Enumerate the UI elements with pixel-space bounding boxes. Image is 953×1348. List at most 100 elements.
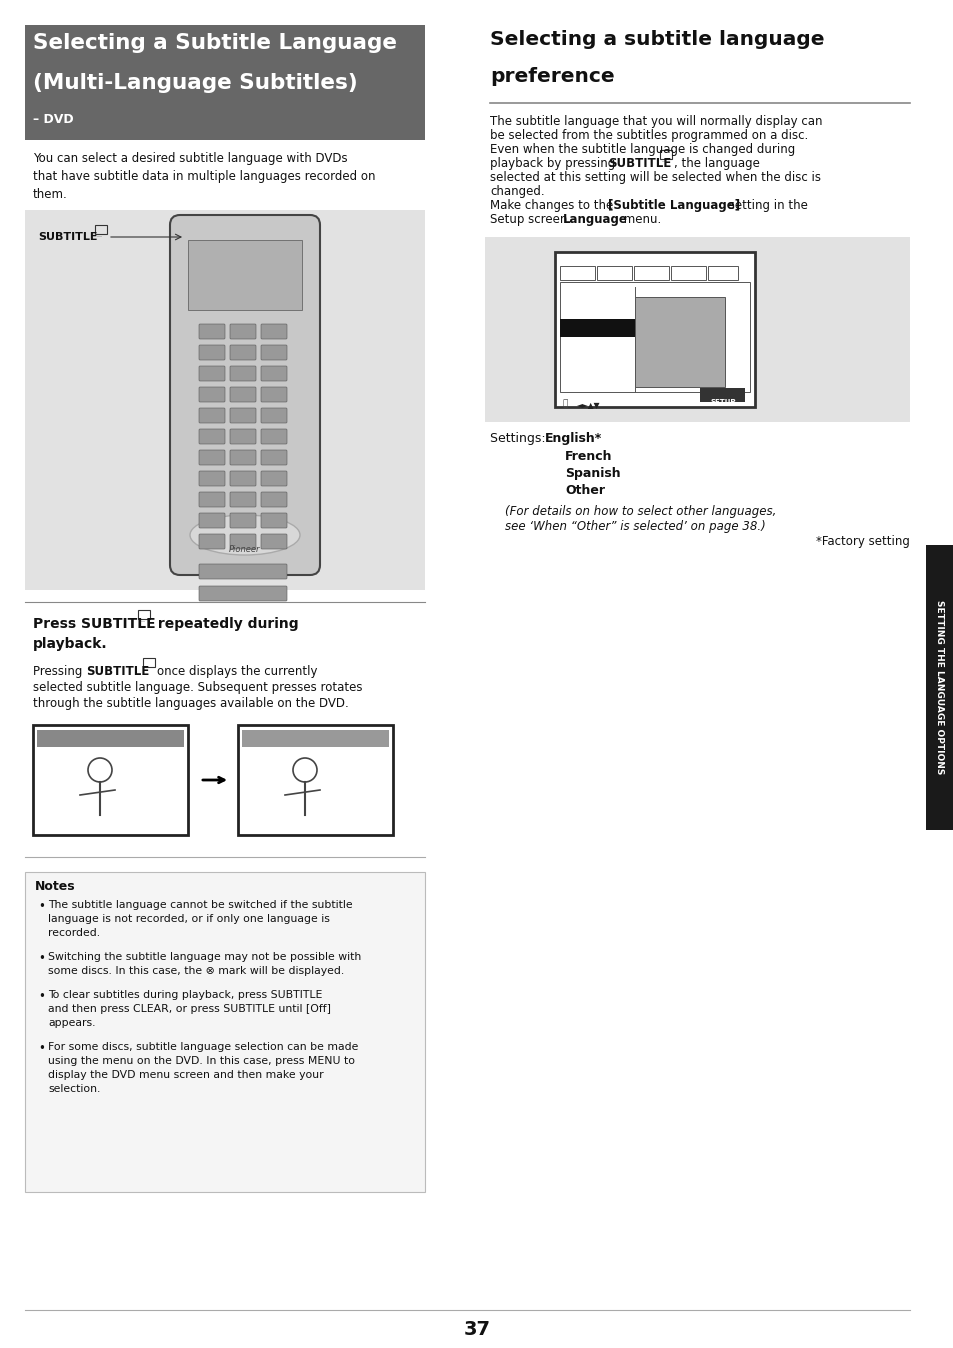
Text: changed.: changed. — [490, 185, 544, 198]
Text: playback.: playback. — [33, 638, 108, 651]
FancyBboxPatch shape — [199, 324, 225, 338]
Text: Settings:: Settings: — [490, 431, 549, 445]
Text: *Factory setting: *Factory setting — [815, 535, 909, 549]
Text: French: French — [564, 450, 612, 462]
Text: selected subtitle language. Subsequent presses rotates: selected subtitle language. Subsequent p… — [33, 681, 362, 694]
FancyBboxPatch shape — [199, 492, 225, 507]
Text: recorded.: recorded. — [48, 927, 100, 938]
Text: •: • — [38, 900, 45, 913]
Bar — [559, 266, 595, 280]
FancyBboxPatch shape — [230, 514, 255, 528]
Bar — [925, 545, 953, 830]
Text: •: • — [38, 952, 45, 965]
Bar — [559, 319, 649, 337]
FancyBboxPatch shape — [199, 450, 225, 465]
FancyBboxPatch shape — [199, 586, 287, 601]
Text: •: • — [38, 1042, 45, 1055]
Bar — [33, 725, 188, 834]
FancyBboxPatch shape — [261, 534, 287, 549]
Bar — [634, 266, 668, 280]
FancyBboxPatch shape — [199, 470, 225, 487]
Text: SUBTITLE: SUBTITLE — [86, 665, 149, 678]
Text: Other: Other — [564, 484, 604, 497]
Bar — [37, 731, 184, 747]
FancyBboxPatch shape — [230, 408, 255, 423]
Text: •: • — [38, 989, 45, 1003]
Text: Make changes to the: Make changes to the — [490, 200, 617, 212]
Text: Selecting a Subtitle Language: Selecting a Subtitle Language — [33, 32, 396, 53]
Text: To clear subtitles during playback, press SUBTITLE: To clear subtitles during playback, pres… — [48, 989, 322, 1000]
Text: playback by pressing: playback by pressing — [490, 156, 618, 170]
FancyBboxPatch shape — [199, 387, 225, 402]
Text: SUBTITLE: SUBTITLE — [38, 232, 97, 243]
Text: ⓞ: ⓞ — [562, 399, 568, 408]
Text: English*: English* — [544, 431, 601, 445]
FancyBboxPatch shape — [199, 408, 225, 423]
Bar — [707, 266, 738, 280]
Text: and then press CLEAR, or press SUBTITLE until [Off]: and then press CLEAR, or press SUBTITLE … — [48, 1004, 331, 1014]
Bar — [555, 252, 754, 407]
Text: language is not recorded, or if only one language is: language is not recorded, or if only one… — [48, 914, 330, 923]
Bar — [484, 237, 909, 422]
Bar — [659, 150, 671, 159]
Bar — [670, 266, 705, 280]
Text: (For details on how to select other languages,: (For details on how to select other lang… — [504, 506, 776, 518]
FancyBboxPatch shape — [261, 429, 287, 443]
FancyBboxPatch shape — [230, 534, 255, 549]
Text: Press SUBTITLE: Press SUBTITLE — [33, 617, 160, 631]
FancyBboxPatch shape — [261, 324, 287, 338]
Text: Even when the subtitle language is changed during: Even when the subtitle language is chang… — [490, 143, 795, 156]
FancyBboxPatch shape — [199, 563, 287, 580]
Bar — [188, 240, 302, 310]
Text: ◄►▲▼: ◄►▲▼ — [577, 400, 599, 410]
Bar — [138, 611, 150, 619]
Text: Spanish: Spanish — [564, 466, 620, 480]
Bar — [242, 731, 389, 747]
Text: menu.: menu. — [619, 213, 660, 226]
Text: SETUP: SETUP — [709, 399, 735, 404]
Text: The subtitle language that you will normally display can: The subtitle language that you will norm… — [490, 115, 821, 128]
Text: Switching the subtitle language may not be possible with: Switching the subtitle language may not … — [48, 952, 361, 962]
FancyBboxPatch shape — [261, 367, 287, 381]
FancyBboxPatch shape — [261, 408, 287, 423]
Text: selected at this setting will be selected when the disc is: selected at this setting will be selecte… — [490, 171, 821, 183]
Text: Language: Language — [562, 213, 627, 226]
Text: see ‘When “Other” is selected’ on page 38.): see ‘When “Other” is selected’ on page 3… — [504, 520, 765, 532]
Text: some discs. In this case, the ⊗ mark will be displayed.: some discs. In this case, the ⊗ mark wil… — [48, 967, 344, 976]
Text: using the menu on the DVD. In this case, press MENU to: using the menu on the DVD. In this case,… — [48, 1055, 355, 1066]
Bar — [25, 210, 424, 590]
Bar — [597, 266, 631, 280]
Text: 37: 37 — [463, 1320, 490, 1339]
Text: repeatedly during: repeatedly during — [152, 617, 298, 631]
FancyBboxPatch shape — [261, 387, 287, 402]
FancyBboxPatch shape — [230, 492, 255, 507]
Bar — [237, 725, 393, 834]
FancyBboxPatch shape — [199, 367, 225, 381]
Text: appears.: appears. — [48, 1018, 95, 1029]
FancyBboxPatch shape — [170, 214, 319, 576]
Text: ...: ... — [139, 617, 145, 623]
Text: display the DVD menu screen and then make your: display the DVD menu screen and then mak… — [48, 1070, 323, 1080]
Bar — [25, 26, 424, 140]
Text: SETTING THE LANGUAGE OPTIONS: SETTING THE LANGUAGE OPTIONS — [935, 600, 943, 774]
Bar — [25, 872, 424, 1192]
FancyBboxPatch shape — [230, 429, 255, 443]
Text: ...: ... — [96, 233, 102, 239]
Text: through the subtitle languages available on the DVD.: through the subtitle languages available… — [33, 697, 349, 710]
Ellipse shape — [190, 515, 299, 555]
Text: For some discs, subtitle language selection can be made: For some discs, subtitle language select… — [48, 1042, 358, 1051]
Bar — [143, 658, 154, 667]
Text: selection.: selection. — [48, 1084, 100, 1095]
Text: The subtitle language cannot be switched if the subtitle: The subtitle language cannot be switched… — [48, 900, 353, 910]
FancyBboxPatch shape — [230, 470, 255, 487]
FancyBboxPatch shape — [199, 429, 225, 443]
Text: – DVD: – DVD — [33, 113, 73, 125]
Text: (Multi-Language Subtitles): (Multi-Language Subtitles) — [33, 73, 357, 93]
Text: Notes: Notes — [35, 880, 75, 892]
Bar — [559, 282, 749, 392]
Bar — [700, 388, 744, 402]
FancyBboxPatch shape — [199, 345, 225, 360]
Text: Pressing: Pressing — [33, 665, 86, 678]
Text: [Subtitle Language]: [Subtitle Language] — [607, 200, 740, 212]
Bar — [635, 297, 724, 387]
